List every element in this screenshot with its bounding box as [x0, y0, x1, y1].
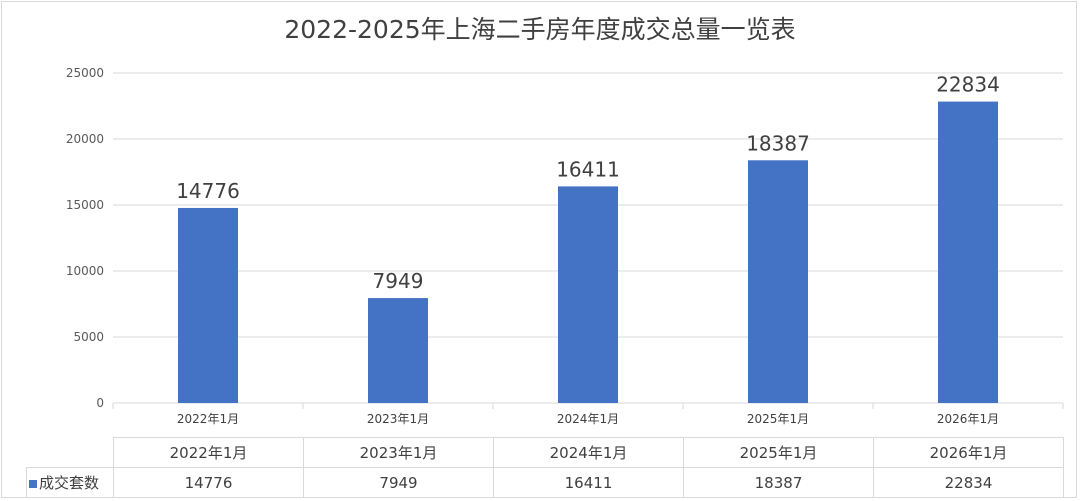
data-table-value: 7949: [303, 467, 494, 498]
x-tick-label: 2022年1月: [177, 412, 239, 426]
data-table-corner: [26, 437, 114, 468]
y-tick-label: 0: [96, 396, 104, 410]
bar-series: [178, 101, 998, 404]
legend-swatch: [29, 479, 37, 488]
x-tick-label: 2026年1月: [937, 412, 999, 426]
chart-title: 2022-2025年上海二手房年度成交总量一览表: [284, 15, 796, 44]
y-tick-label: 5000: [73, 330, 104, 344]
bar: [748, 160, 808, 403]
bar: [938, 101, 998, 404]
data-label: 7949: [373, 269, 424, 293]
y-tick-label: 20000: [66, 132, 104, 146]
bar: [558, 186, 618, 403]
y-tick-label: 15000: [66, 198, 104, 212]
x-axis: 2022年1月 2023年1月 2024年1月 2025年1月 2026年1月: [112, 403, 1064, 426]
data-label: 16411: [556, 157, 620, 181]
data-label: 18387: [746, 131, 810, 155]
data-table-value: 16411: [493, 467, 684, 498]
data-table-value: 18387: [683, 467, 874, 498]
data-table-value-row: 成交套数 14776 7949 16411 18387 22834: [26, 467, 1064, 498]
data-table-header-row: 2022年1月 2023年1月 2024年1月 2025年1月 2026年1月: [26, 437, 1064, 468]
data-labels: 14776 7949 16411 18387 22834: [176, 73, 1000, 293]
data-table-category: 2023年1月: [303, 437, 494, 468]
data-table-row-header: 成交套数: [26, 467, 114, 498]
series-name: 成交套数: [39, 474, 100, 492]
y-tick-label: 25000: [66, 66, 104, 80]
x-tick-label: 2025年1月: [747, 412, 809, 426]
y-axis: 0 5000 10000 15000 20000 25000: [66, 66, 104, 410]
bar: [368, 298, 428, 403]
data-table-category: 2025年1月: [683, 437, 874, 468]
data-label: 22834: [936, 73, 1000, 97]
data-label: 14776: [176, 179, 240, 203]
bar: [178, 207, 238, 403]
data-table: 2022年1月 2023年1月 2024年1月 2025年1月 2026年1月 成交套数…: [26, 437, 1064, 498]
data-table-value: 14776: [113, 467, 304, 498]
data-table-category: 2026年1月: [873, 437, 1064, 468]
x-tick-label: 2024年1月: [557, 412, 619, 426]
data-table-category: 2024年1月: [493, 437, 684, 468]
gridlines: [113, 72, 1063, 404]
x-tick-label: 2023年1月: [367, 412, 429, 426]
data-table-category: 2022年1月: [113, 437, 304, 468]
data-table-value: 22834: [873, 467, 1064, 498]
y-tick-label: 10000: [66, 264, 104, 278]
